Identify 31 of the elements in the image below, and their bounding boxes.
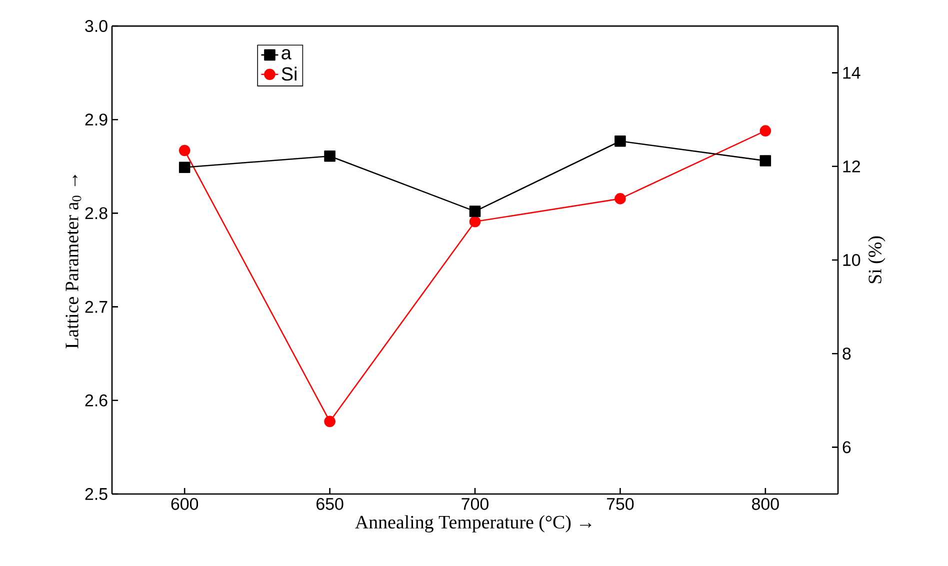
- y-tick-label: 2.7: [85, 300, 108, 313]
- x-tick-label: 750: [606, 498, 634, 510]
- y2-tick-label: 8: [842, 348, 851, 360]
- y2-tick-label: 14: [843, 66, 860, 79]
- x-axis-title: Annealing Temperature (°C) →: [355, 515, 592, 532]
- point: [324, 416, 336, 428]
- point: [178, 162, 190, 173]
- y-tick-label: 2.9: [85, 114, 108, 126]
- x-tick-label: 700: [462, 498, 488, 510]
- y-tick-label: 3.0: [85, 20, 108, 32]
- point: [614, 193, 626, 204]
- x-tick-label: 800: [752, 498, 779, 510]
- point: [614, 135, 626, 147]
- y2-tick-label: 12: [843, 160, 860, 172]
- point: [760, 155, 772, 166]
- x-tick-label: 600: [171, 498, 198, 510]
- point: [760, 125, 772, 136]
- y2-tick-label: 6: [842, 441, 851, 454]
- y-tick-label: 2.8: [85, 207, 108, 220]
- y-tick-label: 2.5: [85, 488, 108, 500]
- point: [324, 150, 336, 162]
- y-axis-title: Lattice Parameter a$_{0}$ →: [66, 174, 82, 348]
- y-tick-label: 2.6: [85, 394, 108, 406]
- point: [469, 216, 481, 228]
- point: [178, 144, 190, 156]
- x-tick-label: 650: [316, 498, 344, 510]
- y2-tick-label: 10: [843, 254, 860, 266]
- y2-axis-title: Si (%): [868, 236, 886, 284]
- legend-label: a: [282, 49, 292, 60]
- point: [469, 206, 481, 217]
- legend-label: Si: [282, 66, 296, 81]
